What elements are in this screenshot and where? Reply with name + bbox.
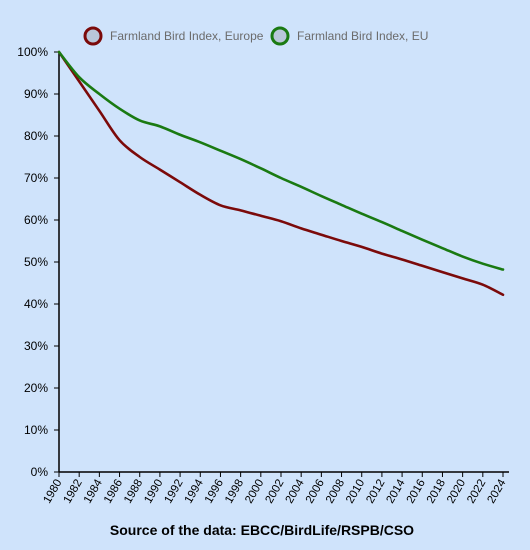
source-note: Source of the data: EBCC/BirdLife/RSPB/C… [110, 522, 414, 538]
legend-label: Farmland Bird Index, Europe [110, 29, 264, 43]
x-tick-label: 1980 [41, 478, 64, 506]
series-line-europe [57, 50, 505, 297]
x-tick-label: 2018 [425, 478, 448, 506]
y-tick-label: 20% [24, 381, 48, 395]
x-tick-label: 1988 [122, 478, 145, 506]
y-tick-label: 60% [24, 213, 48, 227]
x-tick-label: 2002 [263, 478, 286, 506]
x-tick-label: 2012 [364, 478, 387, 506]
y-tick-label: 100% [17, 45, 48, 59]
x-tick-label: 1998 [223, 478, 246, 506]
axes [58, 52, 509, 473]
x-tick-label: 2022 [465, 478, 488, 506]
legend-label: Farmland Bird Index, EU [297, 29, 428, 43]
y-tick-label: 40% [24, 297, 48, 311]
x-axis-ticks: 1980198219841986198819901992199419961998… [41, 472, 509, 506]
x-tick-label: 1992 [162, 478, 185, 506]
x-tick-label: 1996 [203, 478, 226, 506]
y-tick-label: 0% [31, 465, 49, 479]
series-lines [57, 50, 505, 297]
x-tick-label: 2004 [284, 477, 307, 506]
legend: Farmland Bird Index, Europe Farmland Bird… [83, 26, 428, 46]
x-tick-label: 2010 [344, 478, 367, 506]
y-tick-label: 50% [24, 255, 48, 269]
y-tick-label: 70% [24, 171, 48, 185]
x-tick-label: 1994 [183, 477, 206, 506]
y-tick-label: 80% [24, 129, 48, 143]
y-tick-label: 10% [24, 423, 48, 437]
x-tick-label: 1982 [62, 478, 85, 506]
x-tick-label: 2020 [445, 478, 468, 506]
legend-marker-icon [83, 26, 103, 46]
x-tick-label: 2006 [304, 478, 327, 506]
x-tick-label: 2014 [384, 477, 407, 506]
y-tick-label: 90% [24, 87, 48, 101]
x-tick-label: 2016 [405, 478, 428, 506]
legend-marker-icon [270, 26, 290, 46]
y-axis-ticks: 0% 10% 20% 30% 40% 50% 60% 70% 80% 90% 100% [17, 45, 59, 479]
y-tick-label: 30% [24, 339, 48, 353]
x-tick-label: 1984 [82, 477, 105, 506]
x-tick-label: 2024 [485, 477, 508, 506]
x-tick-label: 2008 [324, 478, 347, 506]
x-tick-label: 1986 [102, 478, 125, 506]
x-tick-label: 1990 [142, 478, 165, 506]
series-line-eu [57, 50, 505, 271]
x-tick-label: 2000 [243, 478, 266, 506]
